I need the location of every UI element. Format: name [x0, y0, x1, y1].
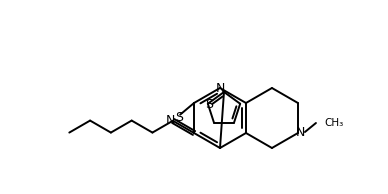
- Text: S: S: [175, 111, 183, 124]
- Text: N: N: [295, 126, 305, 139]
- Text: N: N: [165, 113, 175, 126]
- Text: N: N: [215, 81, 225, 94]
- Text: S: S: [205, 98, 213, 111]
- Text: CH₃: CH₃: [324, 118, 343, 128]
